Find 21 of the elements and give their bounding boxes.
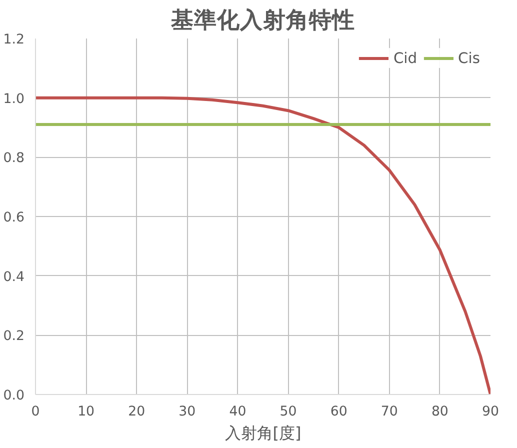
x-axis-title: 入射角[度]	[224, 424, 302, 442]
y-tick-label: 1.0	[3, 92, 25, 107]
x-tick-label: 80	[431, 404, 448, 420]
y-tick-label: 0.2	[3, 329, 25, 344]
x-tick-label: 0	[31, 404, 40, 420]
y-tick-label: 1.2	[3, 32, 25, 48]
x-tick-label: 70	[380, 404, 398, 420]
x-tick-label: 90	[482, 404, 499, 420]
x-tick-label: 50	[280, 404, 297, 420]
y-tick-label: 0.4	[3, 270, 25, 285]
y-tick-label: 0.6	[3, 210, 25, 226]
legend-label: Cis	[458, 50, 480, 66]
x-tick-label: 60	[330, 404, 348, 420]
x-tick-label: 20	[128, 404, 146, 420]
chart-title: 基準化入射角特性	[170, 8, 355, 34]
y-tick-label: 0.0	[3, 388, 25, 404]
x-tick-label: 10	[78, 404, 95, 420]
x-tick-label: 30	[178, 404, 196, 420]
y-tick-label: 0.8	[3, 151, 25, 166]
legend-label: Cid	[393, 50, 418, 66]
x-tick-label: 40	[229, 404, 246, 420]
